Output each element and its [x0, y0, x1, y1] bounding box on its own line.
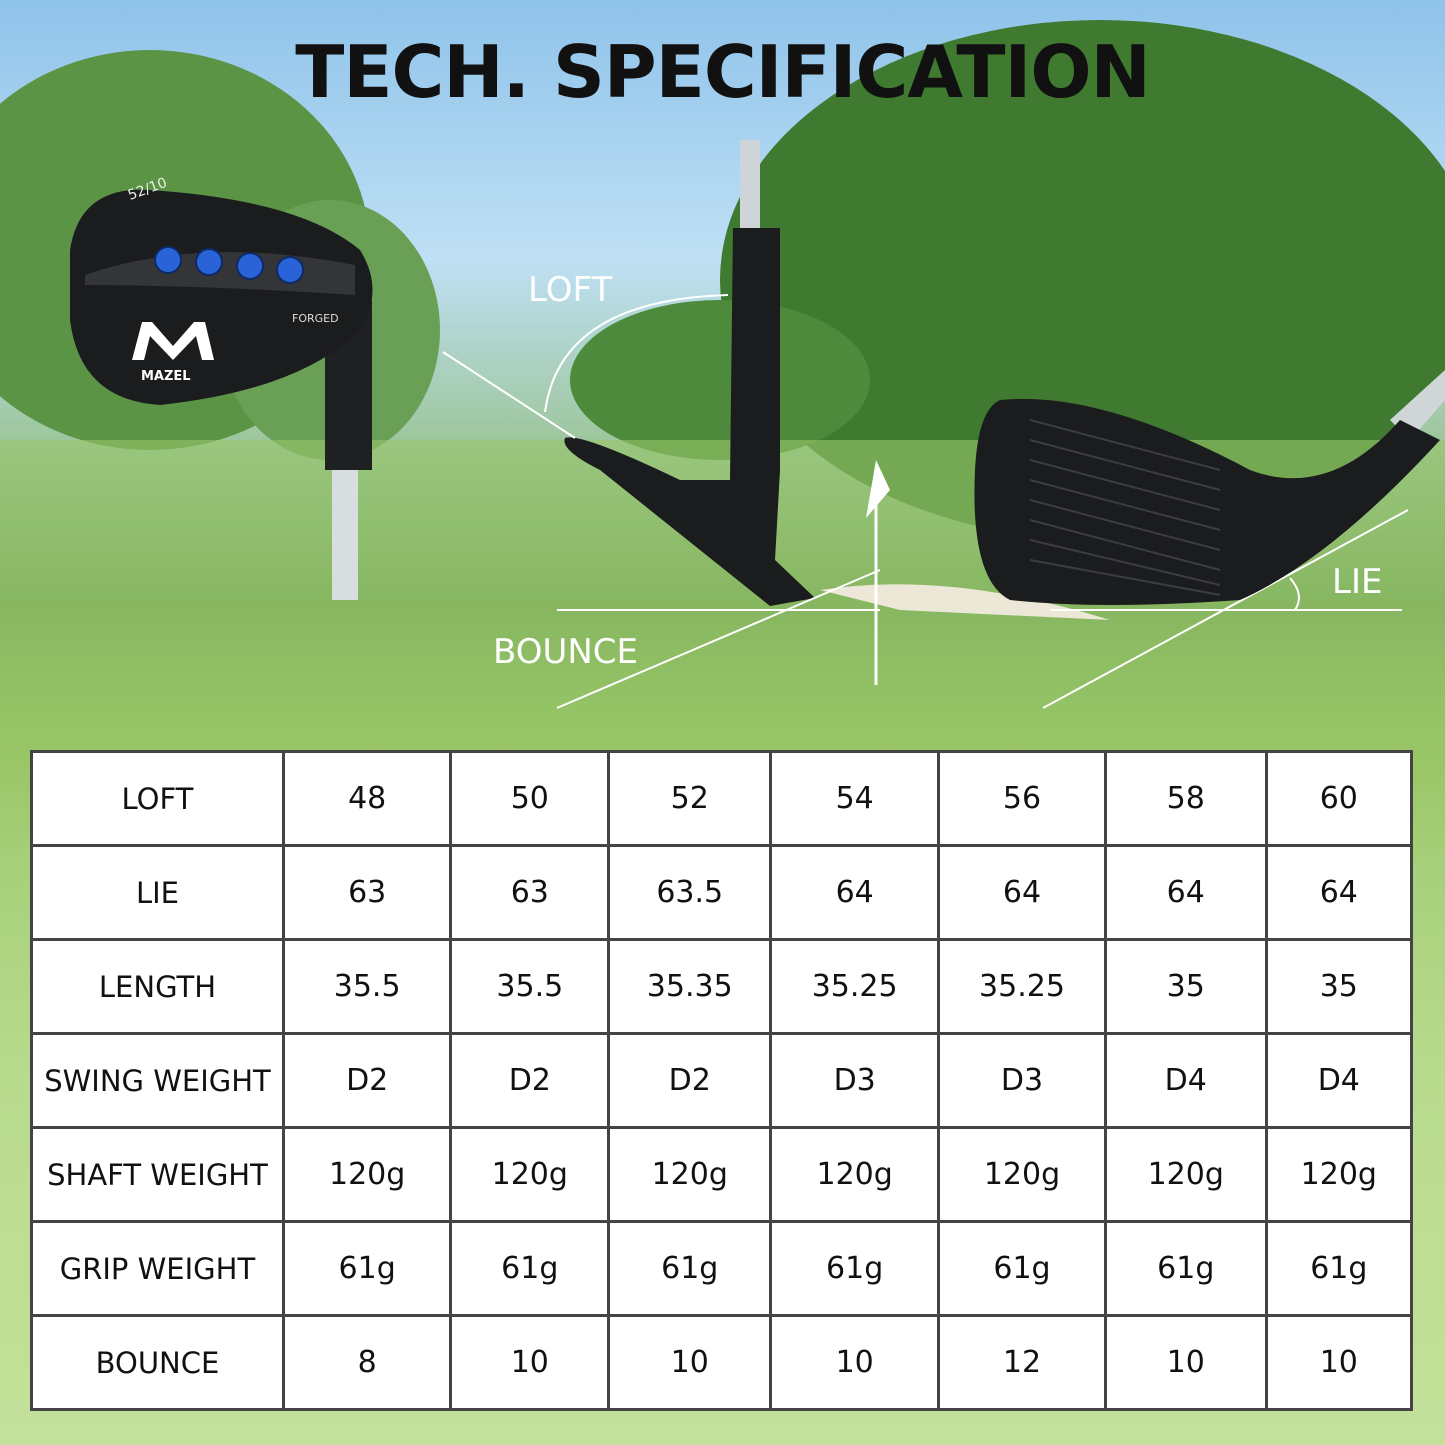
table-cell: D2 [607, 1032, 773, 1129]
table-cell: 63 [281, 844, 453, 941]
page-title: TECH. SPECIFICATION [295, 30, 1151, 114]
table-cell: 10 [1103, 1314, 1268, 1411]
table-cell: 120g [607, 1126, 773, 1223]
sand-bunker [820, 584, 1110, 620]
table-row: SHAFT WEIGHT 120g 120g 120g 120g 120g 120g 120g [30, 1126, 1414, 1223]
row-label: BOUNCE [30, 1314, 285, 1411]
table-cell: 35 [1264, 938, 1414, 1035]
table-cell: 10 [607, 1314, 773, 1411]
bounce-label: BOUNCE [493, 632, 639, 672]
table-cell: 120g [449, 1126, 611, 1223]
table-cell: 8 [281, 1314, 453, 1411]
table-cell: 35.5 [449, 938, 611, 1035]
table-cell: 120g [769, 1126, 941, 1223]
table-cell: D3 [769, 1032, 941, 1129]
table-cell: 10 [449, 1314, 611, 1411]
brand-logo: MAZEL [141, 369, 191, 384]
table-row: BOUNCE 8 10 10 10 12 10 10 [30, 1314, 1414, 1411]
table-cell: 61g [937, 1220, 1107, 1317]
table-cell: D2 [281, 1032, 453, 1129]
table-cell: 12 [937, 1314, 1107, 1411]
table-cell: 64 [1264, 844, 1414, 941]
table-cell: 52 [607, 750, 773, 847]
table-cell: 35.35 [607, 938, 773, 1035]
table-cell: 63.5 [607, 844, 773, 941]
row-label: GRIP WEIGHT [30, 1220, 285, 1317]
loft-label: LOFT [528, 270, 613, 310]
table-cell: 35 [1103, 938, 1268, 1035]
table-cell: 64 [769, 844, 941, 941]
weight-port-icons [154, 246, 304, 284]
table-cell: 64 [1103, 844, 1268, 941]
wedge-face-view [974, 370, 1445, 605]
table-cell: D3 [937, 1032, 1107, 1129]
table-cell: 120g [937, 1126, 1107, 1223]
table-row: SWING WEIGHT D2 D2 D2 D3 D3 D4 D4 [30, 1032, 1414, 1129]
table-cell: 63 [449, 844, 611, 941]
row-label: SHAFT WEIGHT [30, 1126, 285, 1223]
table-cell: 48 [281, 750, 453, 847]
table-cell: 120g [1264, 1126, 1414, 1223]
table-cell: 120g [281, 1126, 453, 1223]
table-cell: 58 [1103, 750, 1268, 847]
table-cell: 61g [1264, 1220, 1414, 1317]
table-cell: 35.25 [937, 938, 1107, 1035]
table-row: GRIP WEIGHT 61g 61g 61g 61g 61g 61g 61g [30, 1220, 1414, 1317]
table-cell: 60 [1264, 750, 1414, 847]
table-cell: 61g [1103, 1220, 1268, 1317]
spec-table: LOFT 48 50 52 54 56 58 60 LIE 63 63 63.5 64 64 64 64 LEN… [30, 750, 1414, 1411]
wedge-toe-view [564, 140, 815, 606]
flag [866, 460, 890, 518]
table-row: LIE 63 63 63.5 64 64 64 64 [30, 844, 1414, 941]
table-cell: 61g [769, 1220, 941, 1317]
forged-mark: FORGED [292, 312, 339, 325]
table-cell: D4 [1264, 1032, 1414, 1129]
table-cell: 35.5 [281, 938, 453, 1035]
brand-m-logo-icon [132, 322, 214, 360]
table-cell: 61g [449, 1220, 611, 1317]
wedge-back-view: FORGED 52/10 MAZEL [70, 175, 373, 600]
row-label: SWING WEIGHT [30, 1032, 285, 1129]
table-cell: 50 [449, 750, 611, 847]
spec-table-body: LOFT 48 50 52 54 56 58 60 LIE 63 63 63.5 64 64 64 64 LEN… [30, 750, 1414, 1411]
table-row: LOFT 48 50 52 54 56 58 60 [30, 750, 1414, 847]
table-cell: 120g [1103, 1126, 1268, 1223]
table-cell: D2 [449, 1032, 611, 1129]
table-cell: 35.25 [769, 938, 941, 1035]
table-row: LENGTH 35.5 35.5 35.35 35.25 35.25 35 35 [30, 938, 1414, 1035]
row-label: LOFT [30, 750, 285, 847]
row-label: LIE [30, 844, 285, 941]
table-cell: 10 [769, 1314, 941, 1411]
lie-label: LIE [1332, 562, 1383, 602]
row-label: LENGTH [30, 938, 285, 1035]
angle-lines [442, 294, 1409, 709]
table-cell: 54 [769, 750, 941, 847]
table-cell: 61g [281, 1220, 453, 1317]
table-cell: D4 [1103, 1032, 1268, 1129]
table-cell: 64 [937, 844, 1107, 941]
table-cell: 10 [1264, 1314, 1414, 1411]
table-cell: 56 [937, 750, 1107, 847]
product-illustration: FORGED 52/10 MAZEL [0, 20, 1445, 745]
table-cell: 61g [607, 1220, 773, 1317]
